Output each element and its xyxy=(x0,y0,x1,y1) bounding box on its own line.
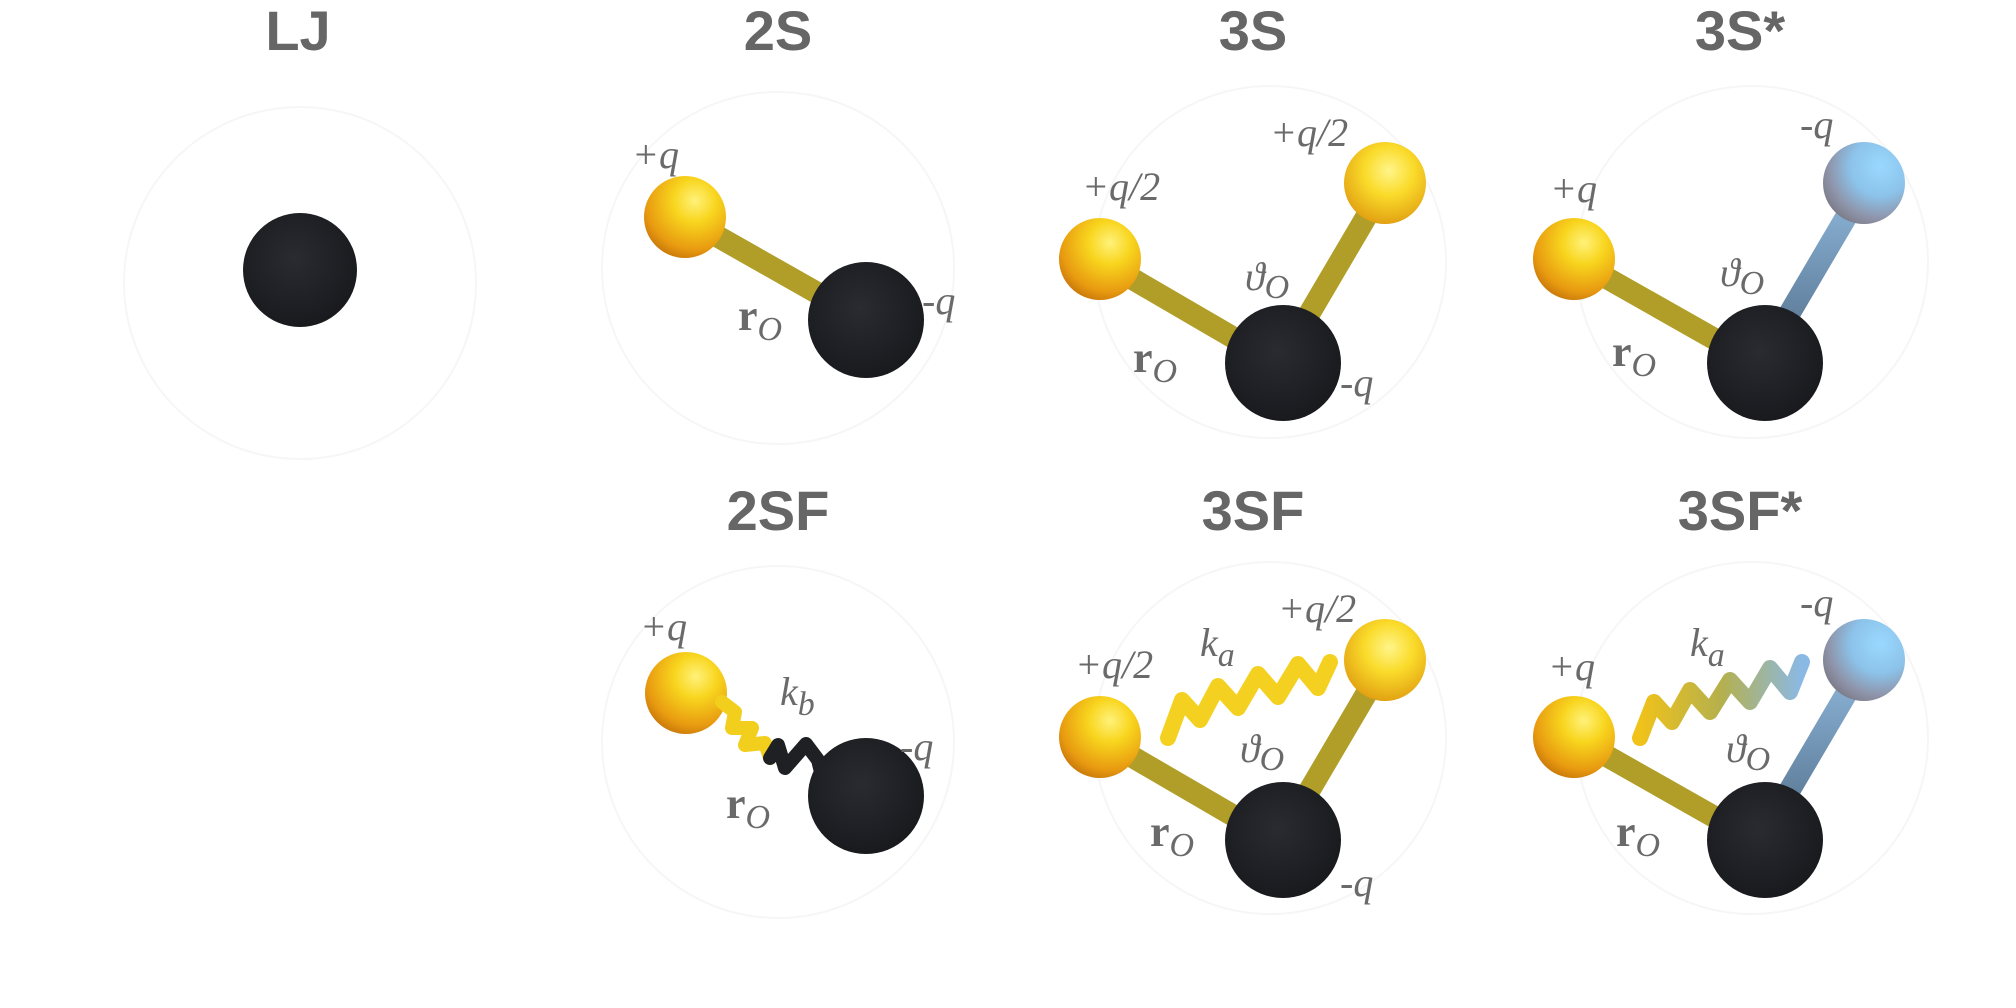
panel-title-lj: LJ xyxy=(265,0,330,62)
plus-half-charge-label-right: +q/2 xyxy=(1270,110,1348,155)
plus-charge-label: +q xyxy=(1548,644,1595,689)
plus-half-charge-label-left: +q/2 xyxy=(1075,642,1153,687)
panel-3sf-star: 3SF* +q -q ka ϑO rO xyxy=(1533,479,1929,915)
bond-length-label: rO xyxy=(738,291,782,348)
oxygen-atom xyxy=(1707,305,1823,421)
oxygen-atom xyxy=(808,262,924,378)
bond-angle-label: ϑO xyxy=(1726,726,1770,778)
bond-length-label: rO xyxy=(1150,807,1194,864)
panel-3sf: 3SF +q/2 +q/2 -q ka ϑO rO xyxy=(1059,479,1447,915)
plus-charge-label: +q xyxy=(1550,166,1597,211)
positive-charge-site xyxy=(644,176,726,258)
interaction-halo xyxy=(123,106,477,460)
plus-half-charge-label-left: +q/2 xyxy=(1082,164,1160,209)
plus-half-charge-label-right: +q/2 xyxy=(1278,586,1356,631)
bond-angle-label: ϑO xyxy=(1245,254,1289,306)
interaction-halo xyxy=(601,91,955,445)
negative-charge-site xyxy=(1823,142,1905,224)
negative-charge-site xyxy=(1823,619,1905,701)
panel-2sf: 2SF +q -q kb rO xyxy=(601,479,955,919)
panel-title-3s-star: 3S* xyxy=(1695,0,1785,62)
positive-charge-site xyxy=(645,652,727,734)
panel-title-2sf: 2SF xyxy=(727,479,830,542)
positive-charge-site-left xyxy=(1059,218,1141,300)
angle-spring xyxy=(1160,654,1338,746)
bond-length-label: rO xyxy=(726,779,770,836)
plus-charge-label: +q xyxy=(640,604,687,649)
bond-length-label: rO xyxy=(1616,807,1660,864)
spring-constant-label: ka xyxy=(1200,620,1235,674)
bond-length-label: rO xyxy=(1133,333,1177,390)
panel-3s-star: 3S* +q -q ϑO rO xyxy=(1533,0,1929,439)
panel-2s: 2S +q -q rO xyxy=(601,0,955,445)
minus-charge-label: -q xyxy=(922,278,955,323)
flexible-bond-spring-gold xyxy=(715,695,777,765)
positive-charge-site-left xyxy=(1059,696,1141,778)
spring-constant-label: kb xyxy=(780,669,815,723)
panel-3s: 3S +q/2 +q/2 -q ϑO rO xyxy=(1059,0,1447,439)
minus-charge-label: -q xyxy=(1800,102,1833,147)
minus-charge-label: -q xyxy=(900,724,933,769)
bond-length-label: rO xyxy=(1612,327,1656,384)
oxygen-atom xyxy=(1707,782,1823,898)
panel-lj: LJ xyxy=(123,0,477,460)
positive-charge-site xyxy=(1533,696,1615,778)
oxygen-atom xyxy=(808,738,924,854)
panel-title-3s: 3S xyxy=(1219,0,1288,62)
minus-charge-label: -q xyxy=(1800,580,1833,625)
oxygen-atom xyxy=(243,213,357,327)
bond-angle-label: ϑO xyxy=(1240,726,1284,778)
angle-spring xyxy=(1632,654,1810,746)
spring-constant-label: ka xyxy=(1690,620,1725,674)
oxygen-atom xyxy=(1225,782,1341,898)
interaction-halo xyxy=(601,565,955,919)
oxygen-atom xyxy=(1225,305,1341,421)
panel-title-3sf: 3SF xyxy=(1202,479,1305,542)
plus-charge-label: +q xyxy=(632,132,679,177)
panel-title-2s: 2S xyxy=(744,0,813,62)
positive-charge-site-right xyxy=(1344,619,1426,701)
minus-charge-label: -q xyxy=(1340,360,1373,405)
positive-charge-site-right xyxy=(1344,142,1426,224)
minus-charge-label: -q xyxy=(1340,860,1373,905)
bond-angle-label: ϑO xyxy=(1720,250,1764,302)
positive-charge-site xyxy=(1533,218,1615,300)
panel-title-3sf-star: 3SF* xyxy=(1678,479,1803,542)
